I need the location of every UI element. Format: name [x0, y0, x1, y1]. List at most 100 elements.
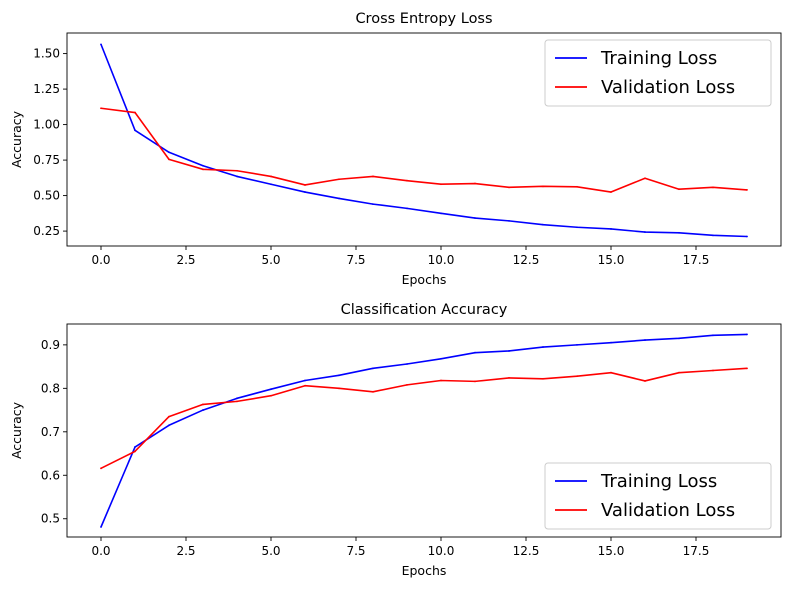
data-point	[134, 446, 136, 448]
data-point	[304, 384, 306, 387]
x-tick-label: 15.0	[598, 253, 625, 267]
legend-label: Validation Loss	[601, 77, 735, 98]
data-point	[610, 228, 612, 230]
data-point	[134, 129, 136, 132]
data-point	[644, 231, 646, 233]
x-tick-label: 12.5	[513, 253, 540, 267]
data-point	[474, 351, 476, 354]
x-tick-label: 7.5	[346, 544, 365, 558]
x-axis-label: Epochs	[402, 563, 447, 578]
data-point	[712, 186, 714, 189]
y-tick-label: 0.50	[33, 189, 60, 203]
data-point	[678, 231, 680, 234]
data-point	[576, 226, 578, 229]
y-tick-label: 0.75	[33, 153, 60, 167]
data-point	[270, 175, 272, 178]
data-point	[678, 188, 680, 191]
y-tick-label: 1.25	[33, 82, 60, 96]
data-point	[474, 380, 476, 383]
x-tick-label: 2.5	[176, 253, 195, 267]
data-point	[644, 339, 646, 341]
data-point	[372, 367, 374, 370]
data-point	[338, 197, 340, 200]
data-point	[576, 343, 578, 346]
data-point	[610, 191, 612, 193]
data-point	[202, 403, 204, 406]
data-point	[236, 400, 238, 403]
x-tick-label: 0.0	[91, 253, 110, 267]
data-point	[100, 43, 102, 46]
data-point	[508, 350, 510, 352]
data-point	[168, 158, 170, 161]
x-tick-label: 7.5	[346, 253, 365, 267]
data-point	[202, 409, 204, 411]
data-point	[712, 334, 714, 337]
data-point	[202, 168, 204, 171]
data-point	[508, 219, 510, 222]
x-tick-label: 17.5	[683, 253, 710, 267]
series-line-training	[100, 44, 748, 238]
x-tick-label: 12.5	[513, 544, 540, 558]
legend-label: Validation Loss	[601, 500, 735, 521]
data-point	[440, 183, 442, 186]
data-point	[236, 169, 238, 172]
data-point	[610, 341, 612, 344]
y-tick-label: 0.5	[41, 512, 60, 526]
data-point	[270, 183, 272, 186]
data-point	[236, 397, 238, 400]
series-line-validation	[100, 367, 748, 470]
data-point	[508, 186, 510, 189]
data-point	[406, 363, 408, 365]
data-point	[508, 377, 510, 379]
y-tick-label: 0.9	[41, 338, 60, 352]
data-point	[678, 337, 680, 340]
data-point	[406, 179, 408, 182]
chart-title: Cross Entropy Loss	[355, 11, 492, 27]
data-point	[372, 390, 374, 393]
data-point	[338, 374, 340, 377]
data-point	[746, 235, 748, 238]
x-tick-label: 5.0	[261, 253, 280, 267]
y-tick-label: 0.6	[41, 468, 60, 482]
data-point	[304, 379, 306, 382]
x-tick-label: 5.0	[261, 544, 280, 558]
x-tick-label: 10.0	[428, 544, 455, 558]
chart-title: Classification Accuracy	[341, 302, 508, 318]
y-tick-label: 0.7	[41, 425, 60, 439]
data-point	[474, 217, 476, 219]
data-point	[338, 387, 340, 390]
legend: Training Loss Validation Loss	[544, 39, 772, 107]
data-point	[440, 357, 442, 360]
axes-frame	[66, 323, 782, 538]
y-tick-label: 1.00	[33, 118, 60, 132]
loss-chart: Cross Entropy Loss 0.0 2.5 5.0 7.5 10.0 12.5 15…	[9, 11, 782, 287]
data-point	[406, 383, 408, 386]
data-point	[406, 207, 408, 210]
data-point	[100, 107, 102, 110]
data-point	[440, 212, 442, 215]
data-point	[712, 234, 714, 237]
data-point	[576, 375, 578, 378]
x-tick-label: 15.0	[598, 544, 625, 558]
data-point	[202, 164, 204, 167]
data-point	[236, 175, 238, 178]
legend-label: Training Loss	[600, 471, 717, 492]
data-point	[542, 223, 544, 226]
data-point	[440, 379, 442, 382]
legend-box	[544, 462, 772, 530]
data-point	[542, 346, 544, 348]
data-point	[542, 185, 544, 188]
data-point	[134, 450, 136, 453]
legend-label: Training Loss	[600, 48, 717, 69]
data-point	[100, 467, 102, 470]
data-point	[610, 371, 612, 374]
x-tick-label: 2.5	[176, 544, 195, 558]
data-point	[712, 369, 714, 372]
data-point	[270, 388, 272, 391]
data-point	[304, 191, 306, 193]
x-axis-label: Epochs	[402, 272, 447, 287]
legend-box	[544, 39, 772, 107]
x-tick-label: 10.0	[428, 253, 455, 267]
data-point	[474, 182, 476, 185]
